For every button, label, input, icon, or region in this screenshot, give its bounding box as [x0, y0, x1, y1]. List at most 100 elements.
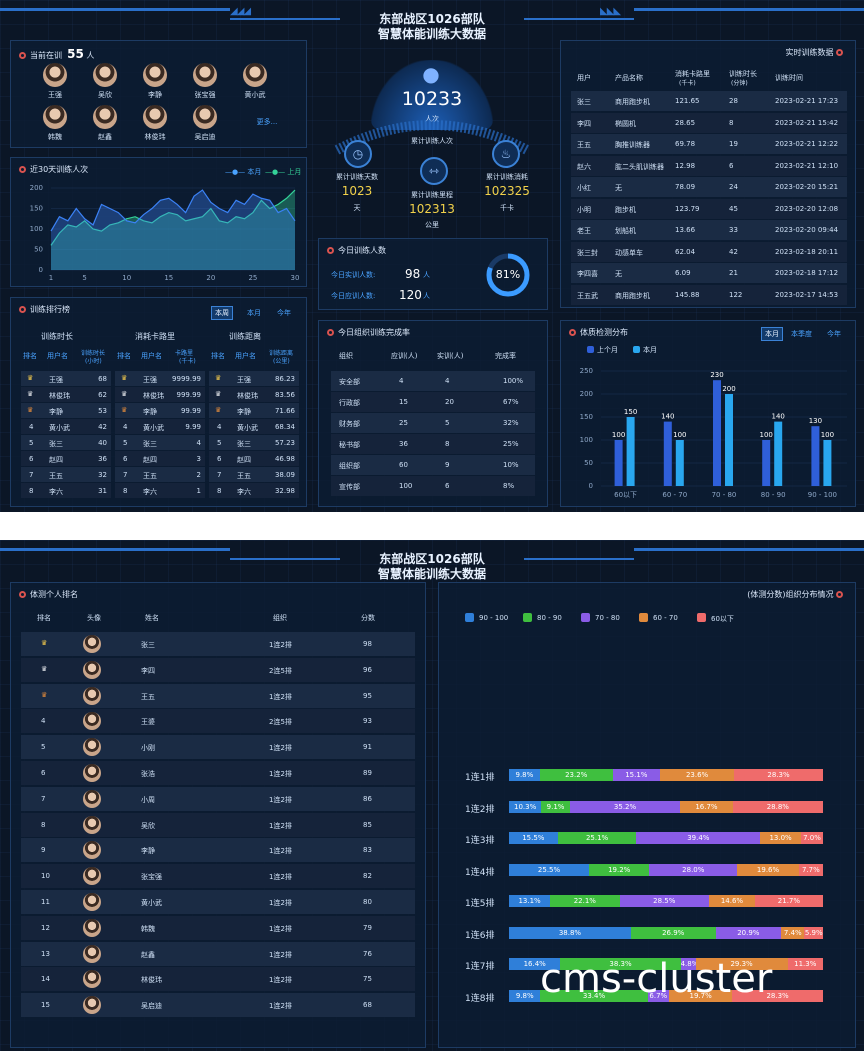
avatar[interactable]: [143, 63, 167, 87]
personal-header: 组织: [273, 614, 287, 622]
bar-label: 100: [612, 431, 625, 439]
physical-legend-this-swatch: [633, 346, 640, 353]
distribution-segment: 11.3%: [787, 958, 823, 970]
avatar[interactable]: [193, 105, 217, 129]
completion-cell: 100: [399, 482, 413, 490]
personal-score: 93: [363, 717, 372, 726]
bar-1: [626, 417, 635, 486]
physical-tab-month[interactable]: 本月: [761, 327, 783, 341]
avatar[interactable]: [83, 635, 101, 653]
avatar[interactable]: [43, 63, 67, 87]
distribution-segment: 14.6%: [709, 895, 755, 907]
rank-user: 王强: [143, 376, 157, 384]
rank-row: [115, 403, 205, 418]
avatar[interactable]: [93, 105, 117, 129]
rt-cell: 2023-02-18 17:12: [775, 269, 839, 277]
personal-name: 韩魏: [141, 924, 155, 933]
x-tick: 10: [122, 274, 131, 282]
panel-dot-icon: [327, 329, 334, 336]
x-tick: 70 - 80: [712, 491, 737, 499]
calorie-value: 102325: [484, 184, 530, 198]
legend-label: 60 - 70: [653, 614, 678, 622]
rt-header-duration-unit: (分钟): [731, 80, 748, 87]
completion-header: 组织: [339, 352, 353, 360]
rank-user: 李静: [49, 408, 63, 416]
avatar[interactable]: [83, 738, 101, 757]
bar-label: 100: [821, 431, 834, 439]
x-tick: 30: [291, 274, 300, 282]
avatar[interactable]: [83, 789, 101, 808]
ranking-tab-week[interactable]: 本周: [211, 306, 233, 320]
avatar[interactable]: [83, 660, 101, 679]
rt-cell: 商用跑步机: [615, 98, 650, 106]
rank-row: [21, 435, 111, 450]
distribution-segment: 19.6%: [737, 863, 799, 876]
rt-cell: 2023-02-21 17:23: [775, 97, 839, 105]
more-link[interactable]: 更多...: [256, 118, 278, 126]
rank-user: 黄小武: [237, 424, 258, 432]
avatar[interactable]: [83, 841, 101, 860]
personal-row: [21, 967, 415, 992]
avatar[interactable]: [83, 893, 101, 911]
personal-row: [21, 993, 415, 1018]
personal-row: [21, 735, 415, 760]
personal-org: 1连2排: [269, 873, 292, 882]
personal-panel: 体测个人排名 排名 头像 姓名 组织 分数 ♛ 张三 1连2排 98 ♛ 李四 2连5排 96 ♛ 王五 1连…: [10, 582, 426, 1048]
physical-tab-quarter[interactable]: 本季度: [791, 330, 812, 338]
personal-score: 91: [363, 743, 372, 752]
avatar[interactable]: [83, 918, 101, 937]
avatar[interactable]: [243, 63, 267, 87]
rank-head-unit: (小时): [85, 358, 102, 365]
rank-user: 李静: [237, 408, 251, 416]
personal-title: 体测个人排名: [30, 590, 78, 599]
rt-cell: 2023-02-18 20:11: [775, 247, 839, 256]
completion-cell: 安全部: [339, 378, 360, 386]
ranking-tab-year[interactable]: 今年: [277, 309, 291, 317]
avatar-name: 赵鑫: [98, 133, 112, 141]
avatar[interactable]: [193, 63, 217, 87]
completion-cell: 5: [445, 419, 450, 427]
avatar[interactable]: [143, 105, 167, 129]
rank-head-user: 用户名: [141, 352, 162, 360]
rank-user: 王五: [143, 472, 157, 480]
rt-row: [571, 284, 847, 305]
avatar[interactable]: [83, 970, 101, 989]
avatar[interactable]: [93, 63, 117, 87]
avatar[interactable]: [83, 686, 101, 705]
rt-cell: 无: [615, 270, 622, 278]
rt-cell: 123.79: [675, 204, 700, 213]
today-title: 今日训练人数: [338, 246, 386, 255]
personal-header: 排名: [37, 614, 51, 622]
avatar[interactable]: [83, 712, 101, 731]
physical-tab-year[interactable]: 今年: [827, 330, 841, 338]
rank-head-user: 用户名: [47, 352, 68, 360]
calorie-unit: 千卡: [500, 204, 514, 212]
avatar[interactable]: [83, 764, 101, 782]
rt-row: [571, 241, 847, 262]
legend-swatch: [639, 613, 648, 622]
distribution-segment: 38.3%: [560, 958, 681, 970]
personal-org: 1连2排: [269, 821, 292, 830]
rank-value: 999.99: [176, 391, 202, 399]
avatar[interactable]: [43, 105, 67, 129]
distribution-title: (体测分数)组织分布情况: [747, 590, 834, 599]
legend-label: 90 - 100: [479, 614, 509, 622]
avatar[interactable]: [83, 996, 101, 1015]
rank-head-rank: 排名: [211, 352, 225, 360]
y-tick: 150: [30, 205, 43, 213]
bar-label: 230: [710, 371, 723, 379]
realtime-title: 实时训练数据: [785, 48, 834, 57]
ranking-tab-month[interactable]: 本月: [247, 309, 261, 317]
x-tick: 20: [206, 274, 215, 282]
avatar[interactable]: [83, 815, 101, 834]
distribution-segment: 20.9%: [715, 926, 782, 939]
rt-cell: 小红: [577, 184, 591, 192]
avatar[interactable]: [83, 944, 101, 963]
personal-org: 1连2排: [269, 641, 292, 649]
rank-row: [21, 387, 111, 402]
distribution-segment: 9.1%: [541, 800, 570, 813]
rank-value: 62: [98, 391, 107, 399]
rank-number: 6: [123, 455, 128, 463]
rank-row: [209, 483, 299, 498]
avatar[interactable]: [83, 867, 101, 886]
